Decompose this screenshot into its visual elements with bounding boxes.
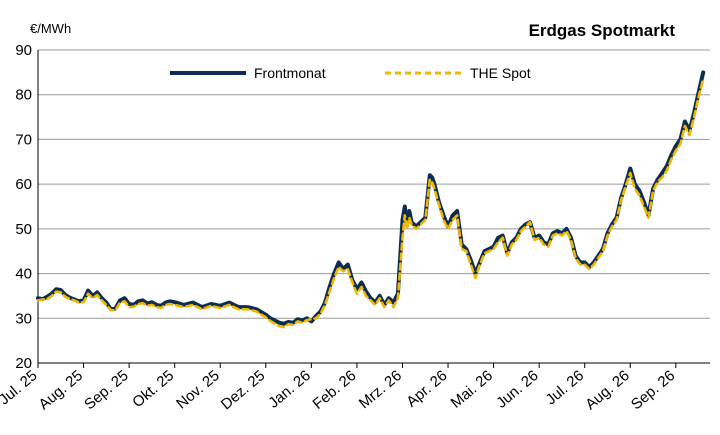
x-tick-label: Aug. 25	[36, 367, 87, 413]
legend-label: Frontmonat	[254, 65, 326, 81]
y-tick-label: 50	[15, 221, 32, 238]
legend: Frontmonat THE Spot	[170, 65, 531, 81]
x-tick-label: Jun. 26	[493, 367, 542, 412]
x-tick-label: Sep. 26	[628, 367, 679, 413]
y-tick-label: 20	[15, 355, 32, 372]
y-tick-label: 40	[15, 266, 32, 283]
y-tick-label: 30	[15, 310, 32, 327]
series-line-the-spot	[36, 77, 705, 329]
series-layer	[36, 70, 706, 329]
x-tick-label: Jul. 25	[0, 367, 41, 408]
x-tick-label: Nov. 25	[173, 367, 223, 413]
y-tick-label: 60	[15, 176, 32, 193]
x-tick-label: Jul. 26	[542, 367, 587, 408]
x-tick-label: Sep. 25	[81, 367, 132, 413]
x-tick-label: Mrz. 26	[356, 367, 405, 412]
legend-label: THE Spot	[470, 65, 531, 81]
y-axis-unit-label: €/MWh	[30, 21, 71, 36]
x-tick-label: Feb. 26	[310, 367, 360, 413]
y-tick-label: 80	[15, 87, 32, 104]
x-tick-label: Aug. 26	[582, 367, 633, 413]
x-tick-label: Jan. 26	[265, 367, 314, 412]
x-tick-label: Mai. 26	[448, 367, 497, 412]
x-tick-label: Okt. 25	[129, 367, 177, 411]
series-line-frontmonat	[36, 70, 706, 326]
legend-item-frontmonat: Frontmonat	[170, 65, 326, 81]
x-tick-label: Apr. 26	[403, 367, 450, 411]
x-tick-label: Dez. 25	[218, 367, 269, 413]
chart-title: Erdgas Spotmarkt	[529, 21, 676, 40]
legend-item-the-spot: THE Spot	[385, 65, 531, 81]
y-tick-label: 70	[15, 131, 32, 148]
grid-layer	[38, 49, 710, 364]
y-tick-label: 90	[15, 42, 32, 59]
